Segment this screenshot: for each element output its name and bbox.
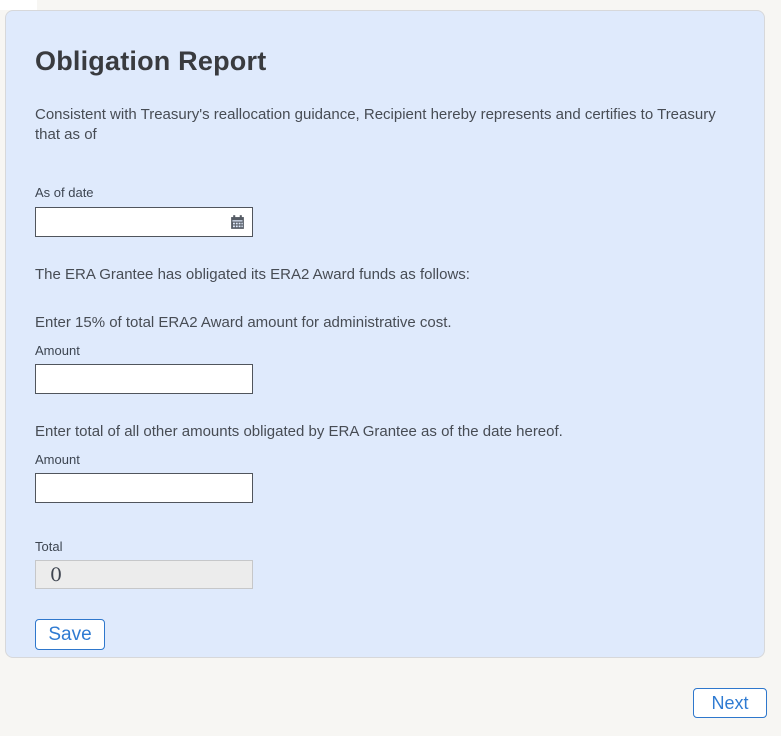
admin-amount-label: Amount xyxy=(35,343,80,358)
other-amounts-instruction-text: Enter total of all other amounts obligat… xyxy=(35,423,563,440)
certification-intro-text: Consistent with Treasury's reallocation … xyxy=(35,106,716,143)
as-of-date-input[interactable] xyxy=(35,207,253,237)
other-amount-input[interactable] xyxy=(35,473,253,503)
admin-cost-instruction-text: Enter 15% of total ERA2 Award amount for… xyxy=(35,314,452,331)
total-readonly-input xyxy=(35,560,253,589)
calendar-icon xyxy=(230,214,245,233)
next-button[interactable]: Next xyxy=(693,688,767,718)
date-picker-button[interactable] xyxy=(229,214,245,230)
save-button[interactable]: Save xyxy=(35,619,105,650)
obligated-statement-text: The ERA Grantee has obligated its ERA2 A… xyxy=(35,266,470,283)
top-left-notch xyxy=(0,0,37,10)
admin-amount-input[interactable] xyxy=(35,364,253,394)
obligation-report-panel: Obligation Report Consistent with Treasu… xyxy=(5,10,765,658)
as-of-date-label: As of date xyxy=(35,185,94,200)
as-of-date-field-wrapper xyxy=(35,207,253,237)
total-label: Total xyxy=(35,539,63,554)
other-amount-label: Amount xyxy=(35,452,80,467)
page-title: Obligation Report xyxy=(35,46,267,76)
